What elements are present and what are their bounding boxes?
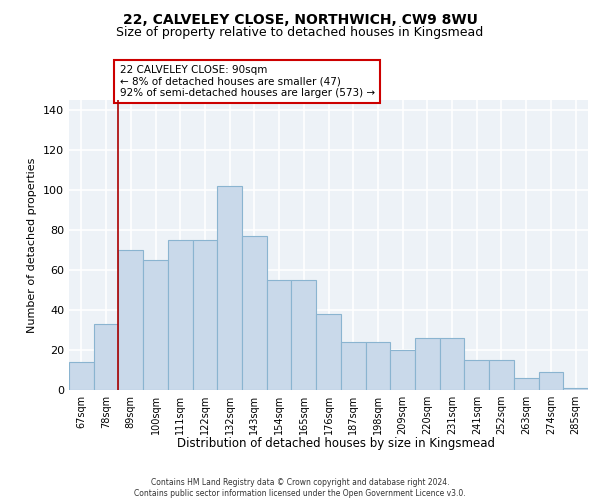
Bar	[390, 350, 415, 390]
Text: 22 CALVELEY CLOSE: 90sqm
← 8% of detached houses are smaller (47)
92% of semi-de: 22 CALVELEY CLOSE: 90sqm ← 8% of detache…	[119, 65, 375, 98]
Bar	[217, 186, 242, 390]
Text: Contains HM Land Registry data © Crown copyright and database right 2024.
Contai: Contains HM Land Registry data © Crown c…	[134, 478, 466, 498]
Bar	[316, 314, 341, 390]
Bar	[168, 240, 193, 390]
Bar	[539, 372, 563, 390]
Bar	[193, 240, 217, 390]
Bar	[415, 338, 440, 390]
Bar	[440, 338, 464, 390]
Y-axis label: Number of detached properties: Number of detached properties	[28, 158, 37, 332]
Bar	[563, 388, 588, 390]
Text: 22, CALVELEY CLOSE, NORTHWICH, CW9 8WU: 22, CALVELEY CLOSE, NORTHWICH, CW9 8WU	[122, 12, 478, 26]
Bar	[489, 360, 514, 390]
Bar	[267, 280, 292, 390]
Bar	[69, 362, 94, 390]
Text: Distribution of detached houses by size in Kingsmead: Distribution of detached houses by size …	[177, 438, 495, 450]
Bar	[464, 360, 489, 390]
Bar	[292, 280, 316, 390]
Bar	[118, 250, 143, 390]
Bar	[341, 342, 365, 390]
Bar	[514, 378, 539, 390]
Bar	[94, 324, 118, 390]
Text: Size of property relative to detached houses in Kingsmead: Size of property relative to detached ho…	[116, 26, 484, 39]
Bar	[365, 342, 390, 390]
Bar	[143, 260, 168, 390]
Bar	[242, 236, 267, 390]
